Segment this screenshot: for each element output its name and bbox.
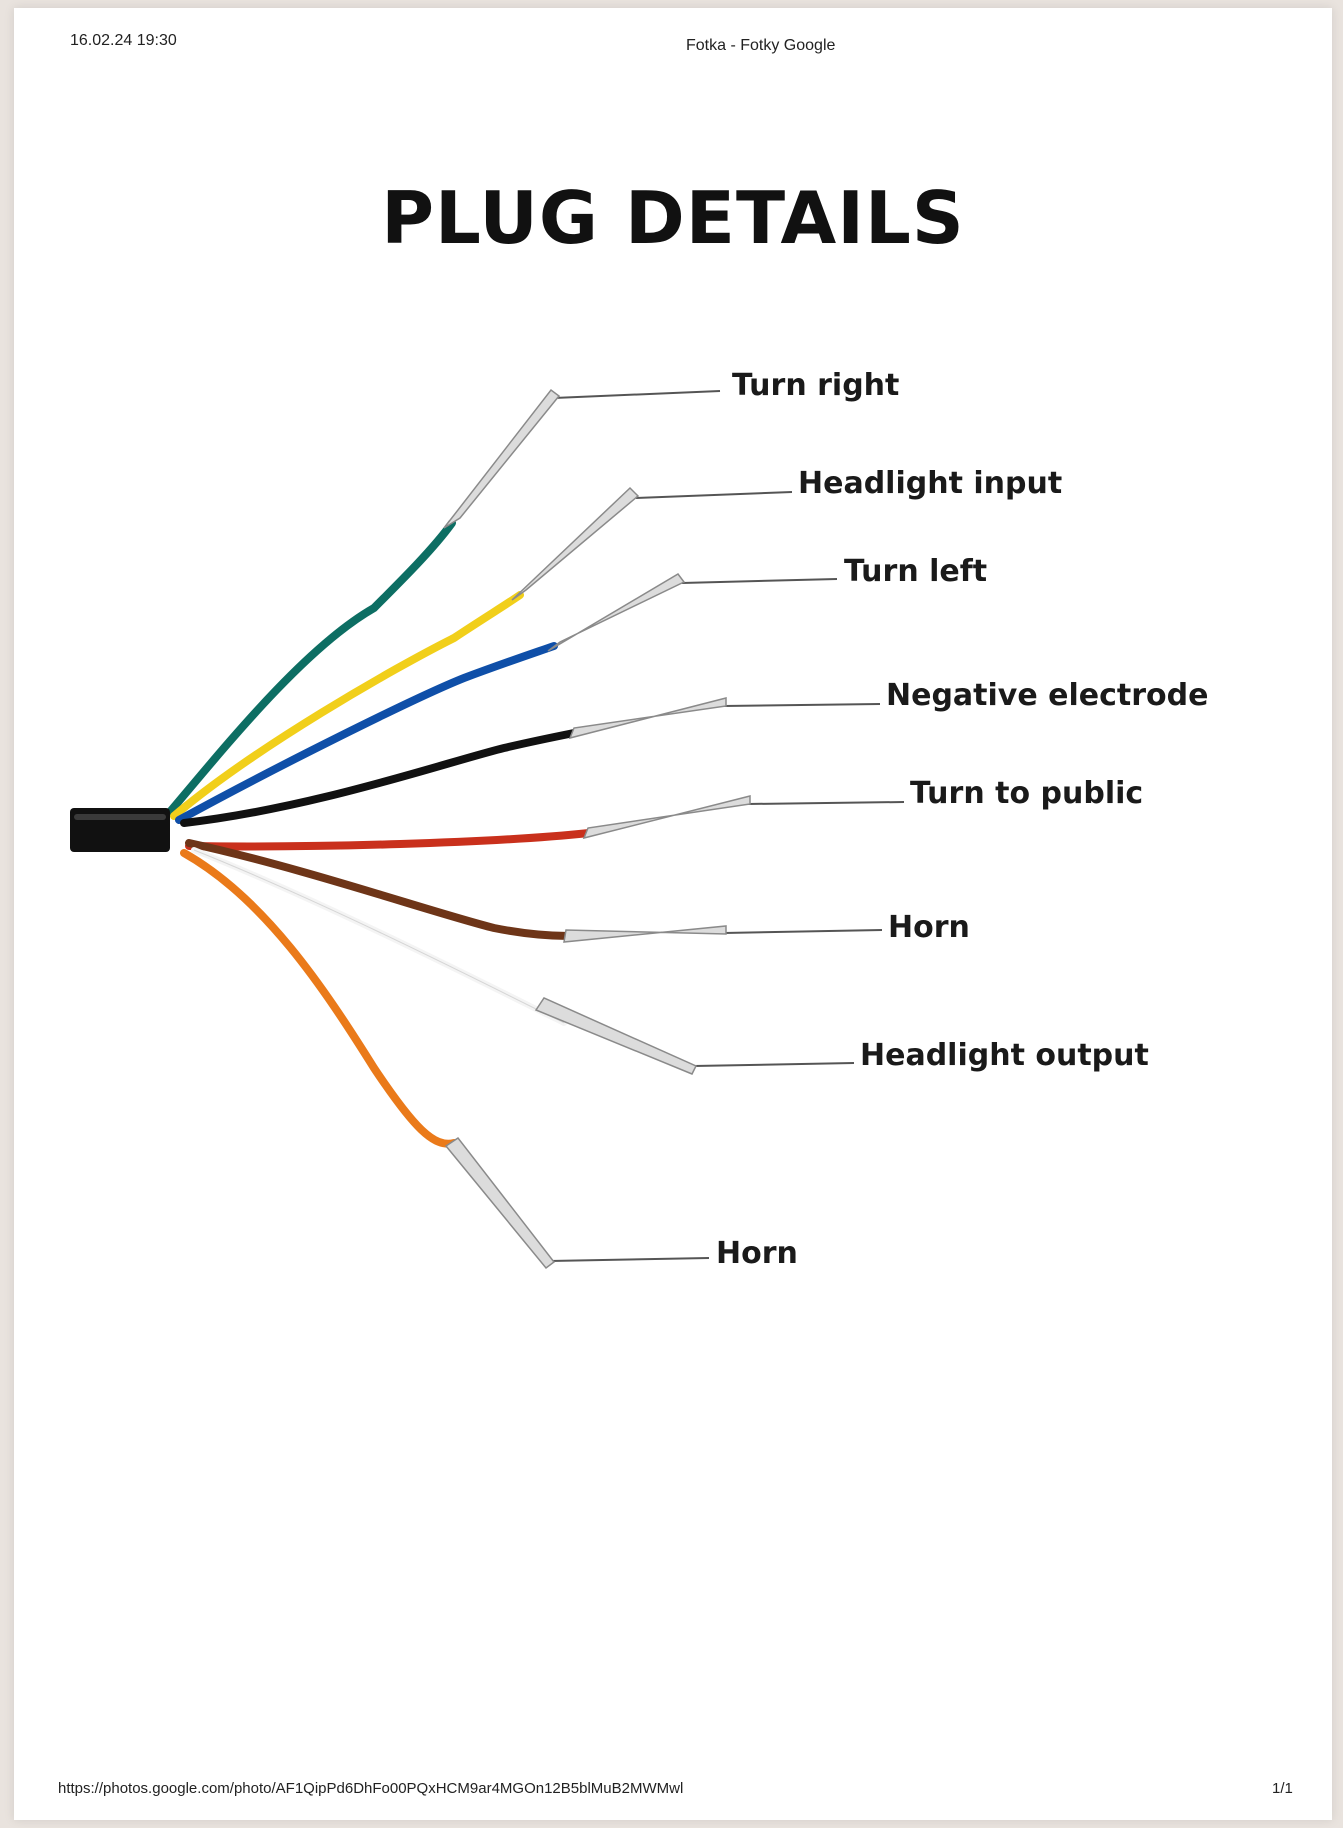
leader-line: [553, 390, 721, 399]
page-title: PLUG DETAILS: [381, 176, 965, 260]
label-horn-2: Horn: [716, 1236, 798, 1271]
wiring-diagram: [70, 388, 905, 1270]
label-turn-left: Turn left: [844, 554, 988, 589]
terminal-horn-2: [444, 1136, 556, 1270]
leader-line: [693, 1062, 855, 1067]
label-headlight-input: Headlight input: [798, 466, 1063, 501]
wire-headlight-input: [170, 591, 524, 820]
wire-turn-left: [175, 642, 558, 824]
leader-line: [723, 703, 881, 707]
wire-turn-to-public: [185, 829, 593, 851]
print-footer-url: https://photos.google.com/photo/AF1QipPd…: [58, 1780, 684, 1797]
cable-sheath-highlight: [74, 814, 166, 820]
leader-line: [635, 491, 793, 499]
label-turn-to-public: Turn to public: [910, 776, 1144, 811]
leader-line: [681, 578, 838, 584]
terminal-turn-left: [547, 573, 686, 652]
printed-page: 16.02.24 19:30 Fotka - Fotky Google PLUG…: [14, 8, 1332, 1820]
terminal-negative-electrode: [568, 697, 727, 740]
label-horn-1: Horn: [888, 910, 970, 945]
leader-lines: [549, 390, 905, 1262]
print-date: 16.02.24 19:30: [70, 32, 177, 49]
terminal-turn-right: [443, 388, 561, 529]
wire-horn-2: [180, 849, 458, 1148]
terminals: [443, 388, 751, 1270]
wire-horn-1: [185, 839, 573, 940]
terminal-headlight-input: [511, 486, 640, 601]
wire-headlight-output: [191, 847, 567, 1026]
print-page-number: 1/1: [1272, 1780, 1293, 1797]
wire-negative-electrode: [180, 729, 578, 827]
label-negative-electrode: Negative electrode: [886, 678, 1209, 713]
terminal-horn-1: [563, 925, 727, 943]
leader-line: [723, 929, 883, 934]
label-turn-right: Turn right: [732, 368, 900, 403]
wire-turn-right: [165, 519, 456, 817]
terminal-headlight-output: [534, 997, 698, 1075]
leader-line: [747, 801, 905, 805]
terminal-turn-to-public: [582, 795, 751, 840]
leader-line: [549, 1257, 710, 1262]
print-header-title: Fotka - Fotky Google: [686, 37, 836, 54]
wires: [165, 519, 593, 1148]
label-headlight-output: Headlight output: [860, 1038, 1149, 1073]
